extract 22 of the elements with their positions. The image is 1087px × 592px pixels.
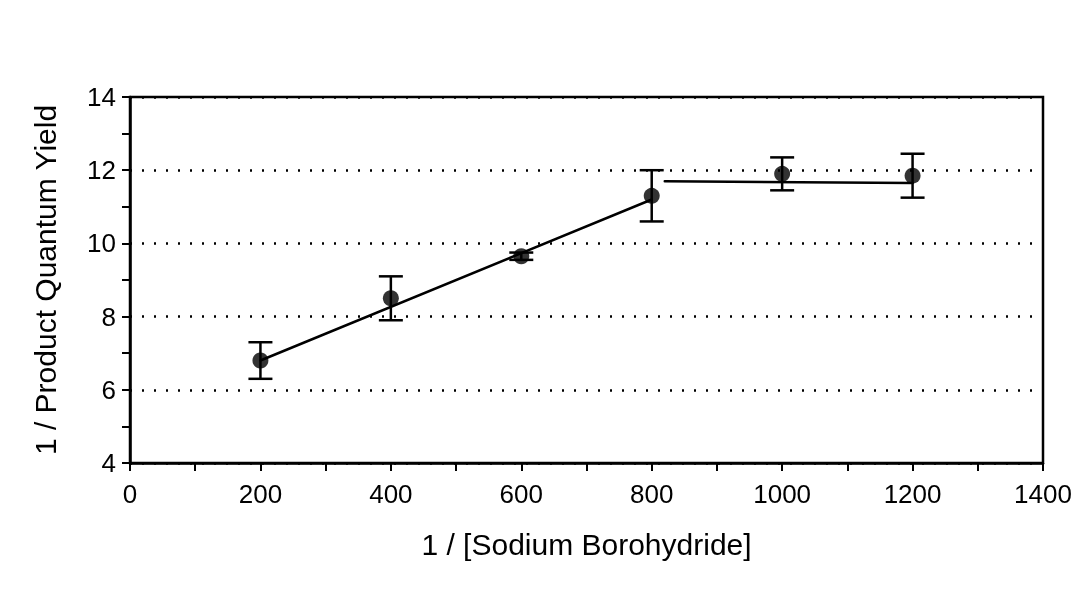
y-axis-title: 1 / Product Quantum Yield <box>28 104 62 456</box>
point <box>382 290 399 307</box>
point <box>643 187 660 204</box>
y-tick-label: 8 <box>101 301 116 332</box>
point <box>252 352 269 369</box>
y-tick-label: 10 <box>87 228 116 259</box>
x-tick-label: 800 <box>630 479 674 509</box>
x-tick-label: 600 <box>499 479 543 509</box>
point <box>513 248 530 265</box>
point <box>774 165 791 182</box>
x-tick-label: 1200 <box>883 479 942 509</box>
y-tick-label: 14 <box>87 82 116 112</box>
y-tick-label: 6 <box>101 374 116 405</box>
x-axis-title: 1 / [Sodium Borohydride] <box>421 527 752 561</box>
x-tick-label: 400 <box>369 479 413 509</box>
x-tick-label: 1400 <box>1014 479 1072 509</box>
x-tick-label: 200 <box>238 479 283 509</box>
point <box>904 167 921 184</box>
y-tick-label: 4 <box>101 448 116 478</box>
x-tick-label: 1000 <box>753 479 812 509</box>
y-tick-label: 12 <box>87 155 116 186</box>
x-tick-label: 0 <box>122 479 138 509</box>
